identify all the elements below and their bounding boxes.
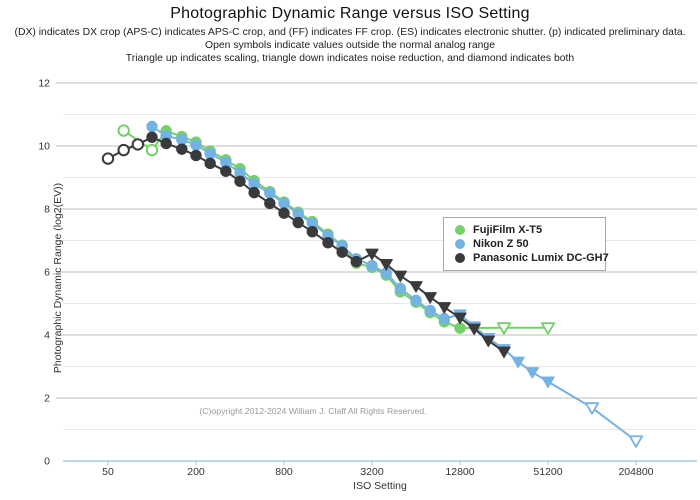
marker-circle [264, 197, 276, 210]
marker-triangle-down [437, 302, 452, 314]
marker-circle [410, 294, 422, 307]
legend-item-0[interactable]: FujiFilm X-T5 [452, 223, 597, 237]
marker-circle [234, 175, 246, 187]
marker-open-circle [145, 143, 159, 157]
series-line [107, 136, 505, 353]
marker-triangle-down [453, 312, 467, 325]
chart-subtitle-triangles: Triangle up indicates scaling, triangle … [125, 53, 575, 64]
y-tick-label: 6 [44, 267, 50, 279]
legend-item-2[interactable]: Panasonic Lumix DC-GH7 [452, 251, 609, 265]
x-tick-label: 51200 [533, 466, 562, 478]
chart-legend: FujiFilm X-T5 Nikon Z 50 Panasonic Lumix D… [443, 217, 609, 271]
marker-circle [394, 282, 407, 295]
legend-label: FujiFilm X-T5 [473, 224, 543, 236]
marker-triangle-down [497, 346, 511, 359]
marker-triangle-down [379, 259, 393, 271]
marker-open-triangle-down [584, 402, 600, 415]
y-tick-label: 8 [44, 204, 50, 216]
y-tick-label: 2 [44, 393, 50, 405]
y-tick-label: 4 [44, 330, 50, 342]
x-tick-label: 200 [187, 466, 205, 478]
x-tick-label: 50 [102, 466, 114, 478]
marker-circle [264, 187, 276, 199]
marker-circle [438, 312, 451, 325]
marker-circle [278, 207, 290, 219]
chart-subtitle-open-symbols: Open symbols indicate values outside the… [205, 40, 495, 51]
marker-open-circle [117, 124, 130, 137]
marker-open-circle [101, 152, 115, 165]
marker-triangle-down [393, 270, 408, 283]
marker-open-triangle-down [496, 322, 512, 335]
marker-circle [322, 237, 334, 249]
chart-title: Photographic Dynamic Range versus ISO Se… [170, 5, 530, 22]
marker-triangle-down [365, 248, 379, 261]
marker-circle [160, 137, 172, 150]
marker-circle [190, 149, 202, 162]
marker-open-circle [131, 138, 145, 151]
marker-circle [204, 147, 216, 160]
marker-circle [336, 246, 348, 258]
legend-item-1[interactable]: Nikon Z 50 [452, 237, 597, 251]
marker-open-triangle-down [628, 435, 644, 448]
marker-triangle-down [467, 323, 481, 336]
x-tick-label: 204800 [618, 466, 653, 478]
copyright-text: (C)opyright 2012-2024 William J. Claff A… [199, 406, 427, 416]
y-tick-label: 12 [38, 78, 50, 90]
x-tick-label: 12800 [445, 466, 474, 478]
marker-circle [176, 134, 188, 146]
marker-circle [292, 216, 304, 229]
y-axis-title: Photographic Dynamic Range (log2(EV)) [52, 182, 64, 374]
x-axis-title: ISO Setting [353, 480, 407, 492]
marker-circle [366, 260, 378, 272]
legend-label: Panasonic Lumix DC-GH7 [473, 252, 609, 264]
marker-triangle-down [423, 292, 437, 304]
y-tick-label: 10 [38, 141, 50, 153]
marker-circle [248, 186, 260, 199]
marker-circle [146, 120, 158, 133]
legend-marker-icon [455, 239, 465, 249]
marker-open-circle [117, 143, 130, 157]
marker-circle [220, 165, 232, 177]
marker-circle [278, 197, 290, 210]
legend-marker-icon [455, 225, 465, 235]
marker-circle [190, 139, 202, 151]
marker-circle [350, 255, 363, 268]
legend-marker-icon [455, 253, 465, 263]
marker-triangle-down [525, 367, 540, 379]
marker-triangle-down [541, 376, 555, 389]
marker-open-triangle-down [540, 322, 556, 335]
legend-label: Nikon Z 50 [473, 238, 529, 250]
marker-circle [204, 157, 216, 170]
y-tick-label: 0 [44, 456, 50, 468]
marker-triangle-down [409, 281, 423, 293]
marker-circle [424, 304, 436, 317]
marker-circle [146, 131, 158, 143]
x-tick-label: 3200 [360, 466, 384, 478]
marker-triangle-down [511, 356, 525, 369]
marker-circle [176, 143, 188, 155]
marker-circle [306, 225, 319, 238]
marker-triangle-down [481, 335, 496, 348]
chart-subtitle-crop-notes: (DX) indicates DX crop (APS-C) indicates… [14, 27, 686, 38]
marker-circle [454, 322, 466, 334]
x-tick-label: 800 [275, 466, 293, 478]
